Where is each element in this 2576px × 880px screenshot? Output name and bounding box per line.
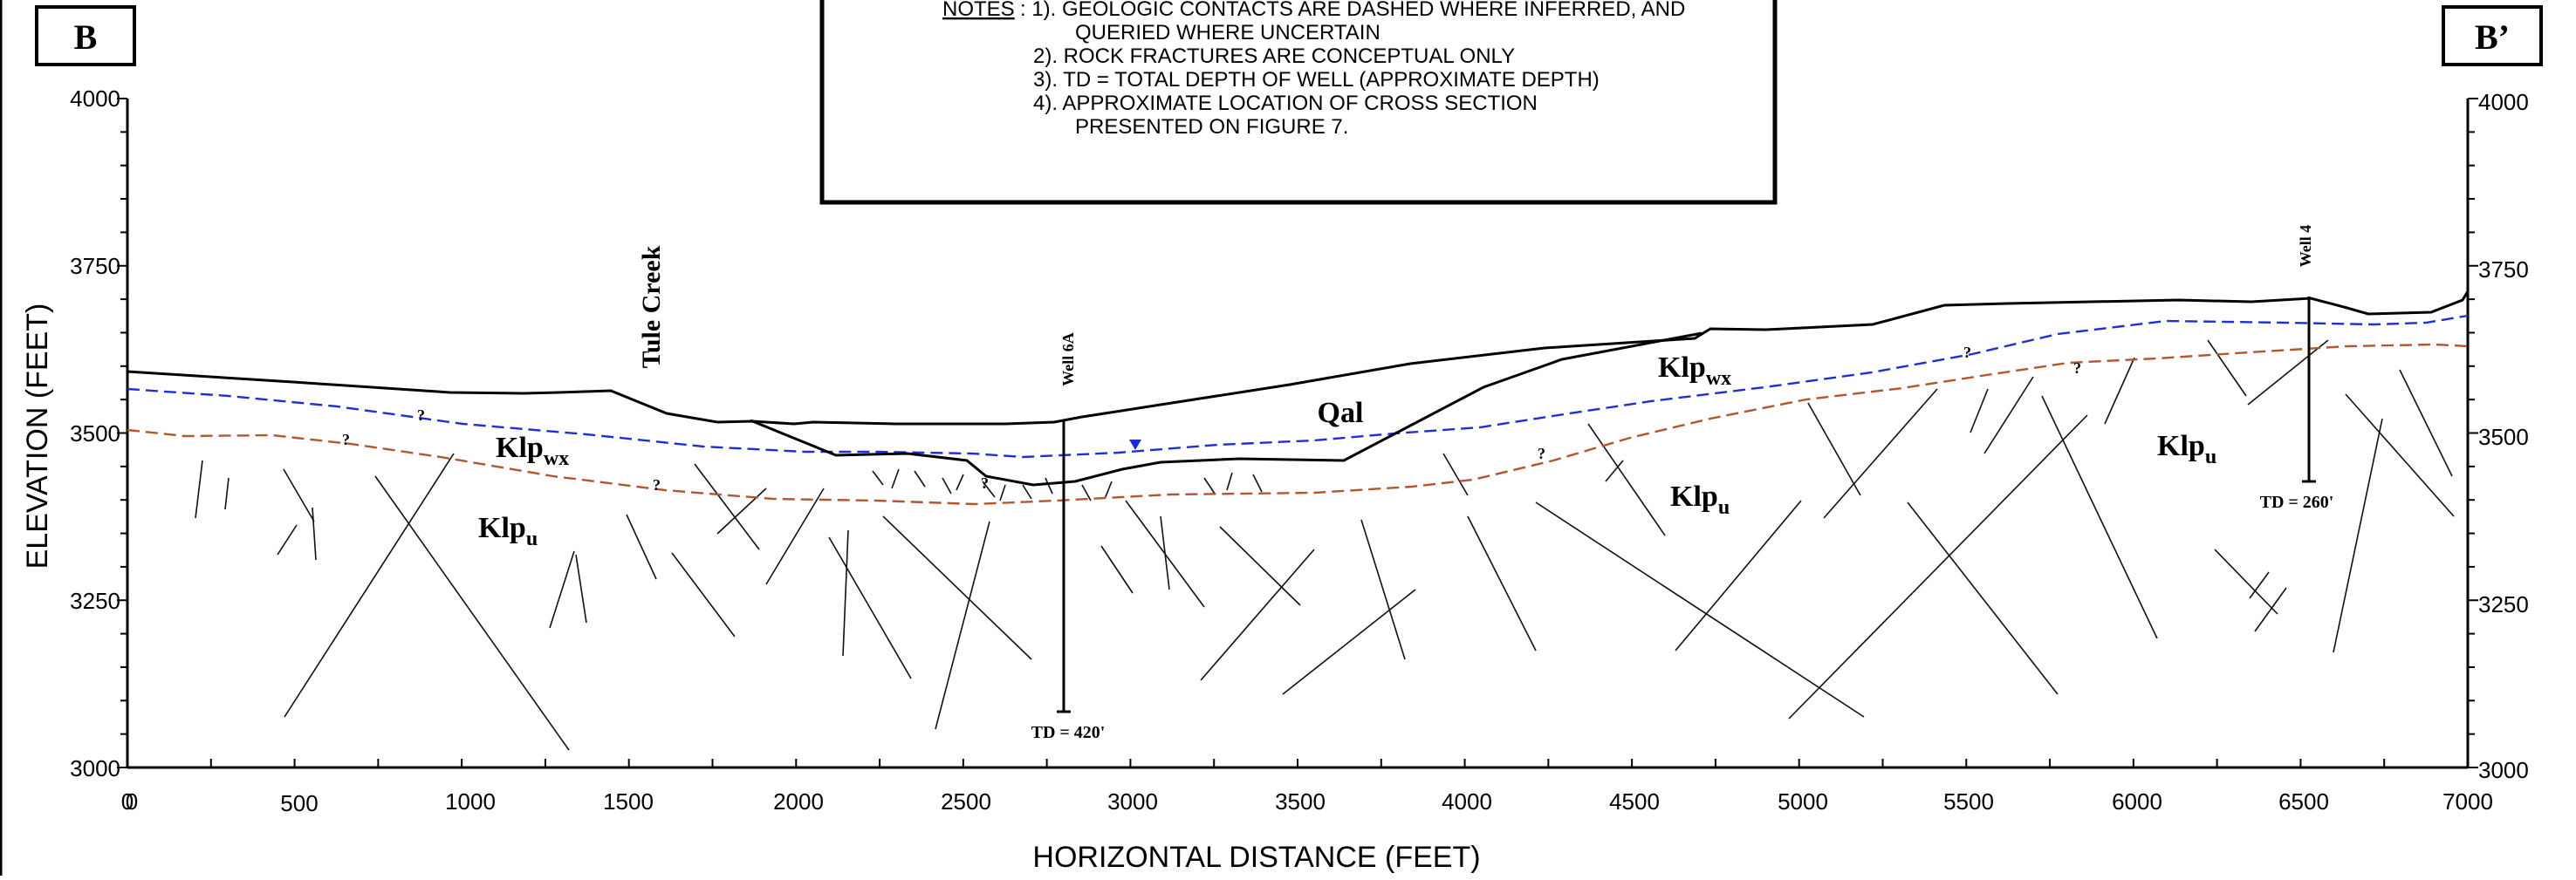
notes-line-4: 3). TD = TOTAL DEPTH OF WELL (APPROXIMAT… bbox=[1033, 68, 1600, 92]
well-4: Well 4 TD = 260' bbox=[2260, 225, 2334, 512]
y-tick-right-3250: 3250 bbox=[2478, 591, 2529, 617]
y-axis-title: ELEVATION (FEET) bbox=[21, 304, 54, 570]
x-tick-origin-extra: 0 bbox=[121, 788, 134, 815]
notes-line-2: QUERIED WHERE UNCERTAIN bbox=[1075, 21, 1380, 44]
unit-klp-u-left: Klpu bbox=[478, 512, 538, 550]
unit-klp-wx-left: Klpwx bbox=[496, 432, 569, 470]
notes-line-5: 4). APPROXIMATE LOCATION OF CROSS SECTIO… bbox=[1033, 92, 1538, 115]
well-6a-label: Well 6A bbox=[1059, 332, 1077, 386]
unit-klp-wx-left-base: Klp bbox=[496, 432, 544, 464]
well-6a-td-label: TD = 420' bbox=[1031, 723, 1106, 742]
query-marks: ? ? ? ? ? ? ? bbox=[342, 344, 2081, 494]
notes-line-6: PRESENTED ON FIGURE 7. bbox=[1075, 115, 1348, 139]
y-tick-left-3250: 3250 bbox=[70, 588, 120, 614]
y-tick-right-3500: 3500 bbox=[2478, 424, 2529, 450]
unit-klp-u-mid-sub: u bbox=[1718, 496, 1730, 519]
x-axis-title: HORIZONTAL DISTANCE (FEET) bbox=[1032, 841, 1480, 874]
x-tick-1000: 1000 bbox=[445, 788, 496, 815]
well-6a: Well 6A TD = 420' bbox=[1031, 332, 1106, 742]
qal-contact-line bbox=[750, 331, 1702, 487]
weathered-contact-line bbox=[127, 343, 2469, 506]
y-tick-labels-left: 4000 3750 3500 3250 3000 bbox=[70, 85, 120, 781]
unit-klp-wx-right-sub: wx bbox=[1706, 367, 1731, 390]
ground-surface-line bbox=[127, 290, 2470, 426]
x-tick-500: 500 bbox=[280, 790, 318, 816]
unit-klp-wx-right-base: Klp bbox=[1658, 351, 1706, 384]
well-4-label: Well 4 bbox=[2297, 225, 2314, 268]
unit-klp-wx-left-sub: wx bbox=[544, 447, 569, 470]
x-tick-7000: 7000 bbox=[2442, 788, 2493, 815]
y-tick-left-3000: 3000 bbox=[70, 755, 120, 781]
notes-line-3: 2). ROCK FRACTURES ARE CONCEPTUAL ONLY bbox=[1033, 44, 1515, 68]
notes-box: NOTES : 1). GEOLOGIC CONTACTS ARE DASHED… bbox=[819, 0, 1778, 205]
unit-klp-u-right-sub: u bbox=[2205, 446, 2216, 468]
qal-label: Qal bbox=[1318, 397, 1364, 429]
x-tick-2000: 2000 bbox=[773, 788, 824, 815]
query-mark: ? bbox=[2073, 359, 2081, 377]
query-mark: ? bbox=[981, 474, 989, 492]
x-tick-4500: 4500 bbox=[1609, 788, 1660, 815]
x-tick-4000: 4000 bbox=[1442, 788, 1492, 815]
y-tick-labels-right: 4000 3750 3500 3250 3000 bbox=[2478, 89, 2529, 783]
x-tick-5500: 5500 bbox=[1943, 788, 1994, 815]
tule-creek-label: Tule Creek bbox=[637, 245, 666, 368]
y-tick-left-4000: 4000 bbox=[70, 85, 120, 112]
unit-klp-u-right-base: Klp bbox=[2157, 430, 2205, 462]
x-tick-3500: 3500 bbox=[1275, 788, 1326, 815]
unit-klp-u-right: Klpu bbox=[2157, 430, 2216, 468]
query-mark: ? bbox=[1963, 344, 1971, 361]
query-mark: ? bbox=[417, 406, 425, 424]
notes-line-1: : 1). GEOLOGIC CONTACTS ARE DASHED WHERE… bbox=[1020, 0, 1685, 21]
x-tick-5000: 5000 bbox=[1778, 788, 1828, 815]
x-tick-6500: 6500 bbox=[2278, 788, 2329, 815]
y-tick-left-3750: 3750 bbox=[70, 253, 120, 279]
water-table-line bbox=[127, 314, 2469, 459]
section-label-b-prime-text: B’ bbox=[2475, 17, 2510, 57]
section-label-b-prime: B’ bbox=[2442, 5, 2543, 66]
y-tick-right-4000: 4000 bbox=[2478, 89, 2529, 115]
well-4-td-label: TD = 260' bbox=[2260, 493, 2334, 512]
x-tick-1500: 1500 bbox=[603, 788, 654, 815]
rock-fractures bbox=[195, 339, 2455, 751]
y-tick-right-3750: 3750 bbox=[2478, 256, 2529, 283]
unit-klp-u-mid-base: Klp bbox=[1670, 481, 1718, 513]
notes-heading: NOTES bbox=[942, 0, 1015, 21]
unit-klp-wx-right: Klpwx bbox=[1658, 351, 1731, 390]
y-tick-right-3000: 3000 bbox=[2478, 757, 2529, 783]
query-mark: ? bbox=[342, 431, 350, 448]
query-mark: ? bbox=[653, 476, 661, 494]
section-label-b-text: B bbox=[74, 17, 98, 57]
query-mark: ? bbox=[1538, 445, 1545, 462]
section-label-b: B bbox=[35, 5, 136, 66]
axis-ticks bbox=[117, 98, 2478, 768]
x-tick-0: 0 bbox=[126, 788, 138, 815]
unit-klp-u-left-base: Klp bbox=[478, 512, 526, 544]
x-tick-3000: 3000 bbox=[1107, 788, 1158, 815]
unit-klp-u-mid: Klpu bbox=[1670, 481, 1730, 519]
x-tick-6000: 6000 bbox=[2112, 788, 2162, 815]
water-level-marker bbox=[1129, 440, 1141, 450]
y-tick-left-3500: 3500 bbox=[70, 420, 120, 447]
x-tick-2500: 2500 bbox=[941, 788, 991, 815]
unit-klp-u-left-sub: u bbox=[526, 528, 538, 550]
x-tick-labels: 0 0 500 1000 1500 2000 2500 3000 3500 40… bbox=[121, 788, 2493, 816]
